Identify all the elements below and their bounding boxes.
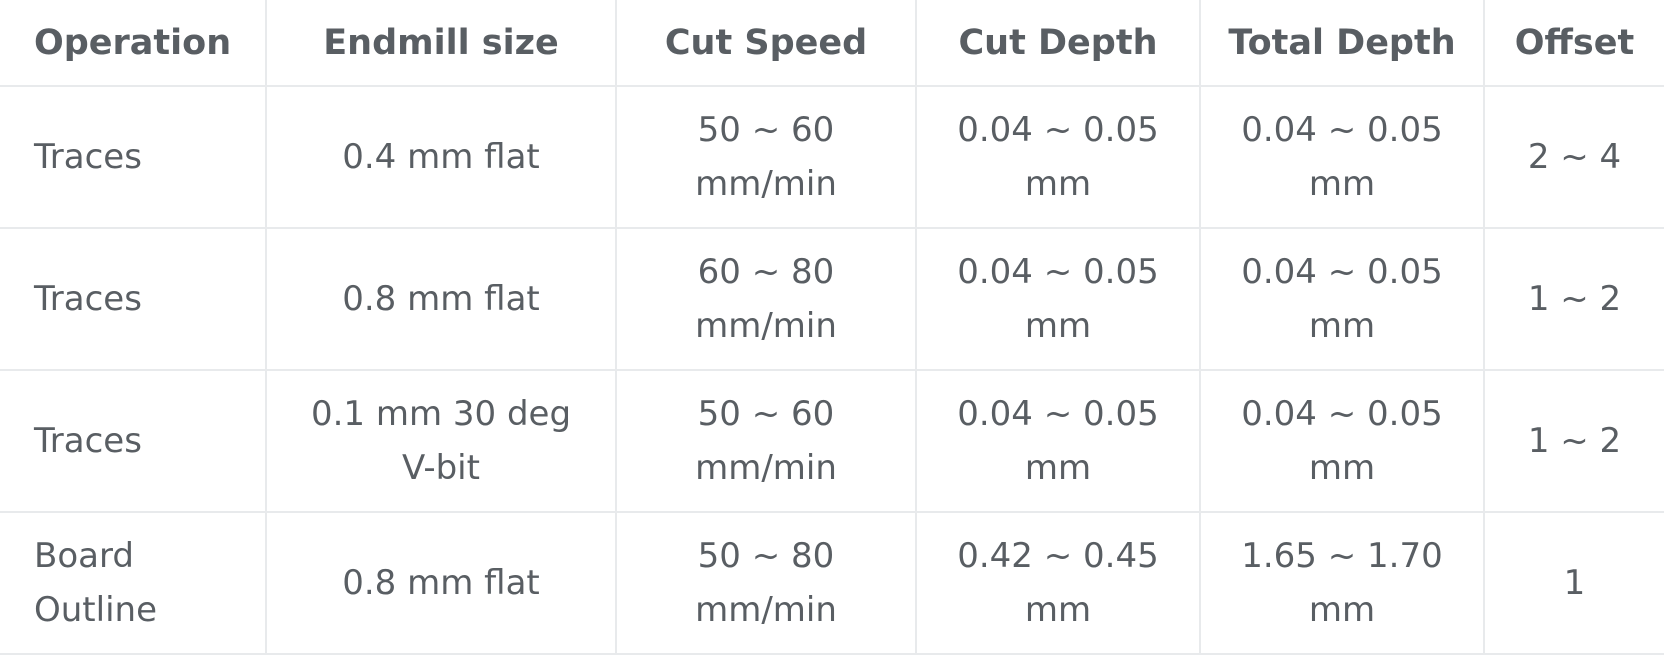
cell-operation-line: Traces <box>34 421 142 461</box>
header-total-depth: Total Depth <box>1199 0 1485 87</box>
cell-cut-speed: 50 ~ 60 mm/min <box>615 369 917 513</box>
cell-cut-speed-line: mm/min <box>695 164 837 204</box>
header-offset: Offset <box>1483 0 1664 87</box>
cell-total-depth: 1.65 ~ 1.70 mm <box>1199 511 1485 655</box>
cell-cut-depth-line: 0.04 ~ 0.05 <box>957 252 1159 292</box>
cell-cut-speed-line: mm/min <box>695 306 837 346</box>
cell-total-depth-line: mm <box>1308 164 1376 204</box>
cell-total-depth: 0.04 ~ 0.05 mm <box>1199 85 1485 229</box>
header-row: Operation Endmill size Cut Speed Cut Dep… <box>0 0 1664 87</box>
header-operation: Operation <box>0 0 267 87</box>
cell-offset: 1 ~ 2 <box>1483 369 1664 513</box>
cell-cut-depth: 0.04 ~ 0.05 mm <box>915 227 1201 371</box>
cell-total-depth-line: 0.04 ~ 0.05 <box>1241 394 1443 434</box>
table-row: Traces 0.4 mm flat 50 ~ 60 mm/min 0.04 ~ 0.0… <box>0 85 1664 229</box>
cell-cut-depth-line: mm <box>1024 590 1092 630</box>
cell-cut-speed-line: 50 ~ 80 <box>697 536 835 576</box>
cell-offset-line: 2 ~ 4 <box>1527 137 1622 177</box>
cell-cut-speed-line: 50 ~ 60 <box>697 110 835 150</box>
header-endmill-size: Endmill size <box>265 0 617 87</box>
cell-total-depth-line: 0.04 ~ 0.05 <box>1241 110 1443 150</box>
cell-endmill-size: 0.8 mm flat <box>265 511 617 655</box>
cell-endmill-size-line: V-bit <box>402 448 480 488</box>
cell-offset: 2 ~ 4 <box>1483 85 1664 229</box>
cell-cut-speed: 50 ~ 60 mm/min <box>615 85 917 229</box>
cell-endmill-size-line: 0.8 mm flat <box>342 563 540 603</box>
cell-cut-depth-line: mm <box>1024 448 1092 488</box>
cell-offset-line: 1 <box>1563 563 1586 603</box>
cell-operation-line: Outline <box>34 590 158 630</box>
cell-total-depth-line: 0.04 ~ 0.05 <box>1241 252 1443 292</box>
cell-cut-speed-line: mm/min <box>695 448 837 488</box>
cell-endmill-size-line: 0.1 mm 30 deg <box>310 394 572 434</box>
cell-total-depth: 0.04 ~ 0.05 mm <box>1199 369 1485 513</box>
header-cut-depth: Cut Depth <box>915 0 1201 87</box>
cell-offset-line: 1 ~ 2 <box>1527 421 1622 461</box>
cell-total-depth-line: mm <box>1308 306 1376 346</box>
cell-endmill-size-line: 0.8 mm flat <box>342 279 540 319</box>
cell-endmill-size: 0.8 mm flat <box>265 227 617 371</box>
cell-operation: Traces <box>0 85 267 229</box>
cell-cut-depth-line: 0.04 ~ 0.05 <box>957 110 1159 150</box>
cell-operation-line: Traces <box>34 137 142 177</box>
cell-operation: Board Outline <box>0 511 267 655</box>
table-row: Traces 0.1 mm 30 deg V-bit 50 ~ 60 mm/min 0.0… <box>0 369 1664 513</box>
cell-cut-depth-line: 0.42 ~ 0.45 <box>957 536 1159 576</box>
cell-cut-speed-line: 60 ~ 80 <box>697 252 835 292</box>
table-body: Traces 0.4 mm flat 50 ~ 60 mm/min 0.04 ~ 0.0… <box>0 85 1664 655</box>
cell-cut-depth: 0.04 ~ 0.05 mm <box>915 85 1201 229</box>
cell-offset: 1 <box>1483 511 1664 655</box>
cell-offset-line: 1 ~ 2 <box>1527 279 1622 319</box>
cell-total-depth: 0.04 ~ 0.05 mm <box>1199 227 1485 371</box>
cell-operation-line: Board <box>34 536 134 576</box>
cell-total-depth-line: mm <box>1308 590 1376 630</box>
cell-operation: Traces <box>0 227 267 371</box>
cell-cut-speed-line: mm/min <box>695 590 837 630</box>
cell-endmill-size: 0.1 mm 30 deg V-bit <box>265 369 617 513</box>
cell-endmill-size: 0.4 mm flat <box>265 85 617 229</box>
cell-cut-depth-line: mm <box>1024 164 1092 204</box>
cell-offset: 1 ~ 2 <box>1483 227 1664 371</box>
cell-operation: Traces <box>0 369 267 513</box>
cell-endmill-size-line: 0.4 mm flat <box>342 137 540 177</box>
cell-total-depth-line: 1.65 ~ 1.70 <box>1241 536 1443 576</box>
cell-cut-depth-line: mm <box>1024 306 1092 346</box>
cell-cut-depth-line: 0.04 ~ 0.05 <box>957 394 1159 434</box>
cell-cut-speed: 60 ~ 80 mm/min <box>615 227 917 371</box>
cell-cut-depth: 0.42 ~ 0.45 mm <box>915 511 1201 655</box>
cell-operation-line: Traces <box>34 279 142 319</box>
cell-cut-speed-line: 50 ~ 60 <box>697 394 835 434</box>
cell-cut-depth: 0.04 ~ 0.05 mm <box>915 369 1201 513</box>
header-cut-speed: Cut Speed <box>615 0 917 87</box>
table-row: Board Outline 0.8 mm flat 50 ~ 80 mm/min 0.42… <box>0 511 1664 655</box>
table-row: Traces 0.8 mm flat 60 ~ 80 mm/min 0.04 ~ 0.0… <box>0 227 1664 371</box>
cell-total-depth-line: mm <box>1308 448 1376 488</box>
cell-cut-speed: 50 ~ 80 mm/min <box>615 511 917 655</box>
